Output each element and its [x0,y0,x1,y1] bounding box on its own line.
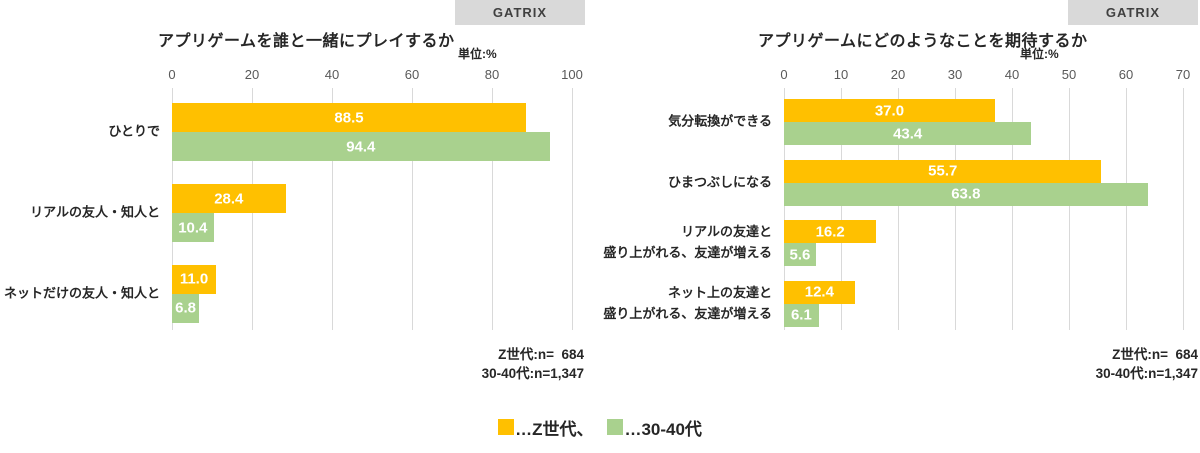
axis-tick-label: 20 [244,67,260,82]
bar-value-label: 63.8 [951,185,981,203]
category-label: ネットだけの友人・知人と [3,285,160,301]
axis-tick-label: 100 [561,67,583,82]
unit-label: 単位:% [1020,47,1059,61]
bar-gen-z: 88.5 [172,103,526,133]
bar-value-label: 88.5 [334,109,364,127]
bar-gen-z: 55.7 [784,159,1102,183]
sample-line-z: Z世代:n= 684 [498,347,584,362]
sample-line-adult: 30-40代:n=1,347 [481,366,584,381]
bar-value-label: 6.8 [175,299,197,317]
legend-swatch-icon [607,419,624,435]
gridline [841,88,842,330]
legend-swatch-icon [498,419,515,435]
bar-gen-z: 16.2 [784,220,877,244]
bar-30-40s: 6.8 [172,293,200,323]
bar-gen-z: 12.4 [784,280,855,304]
bar-gen-z: 28.4 [172,184,286,213]
gridline [1012,88,1013,330]
bar-value-label: 12.4 [804,283,834,301]
category-label: ひとりで [108,123,160,139]
plot-area: 気分転換ができる 37.0 43.4 ひまつぶしになる 55.7 63.8 リアルの友達と … [603,88,1184,330]
category-row: ひとりで 88.5 94.4 [108,103,572,162]
gridline [1126,88,1127,330]
right-chart-panel: GATRIX アプリゲームにどのようなことを期待するか 単位:% 0 10 20 30… [600,0,1200,453]
bar-30-40s: 94.4 [172,132,550,162]
legend-item-gen-z: …Z世代、 [498,415,593,440]
bar-value-label: 5.6 [789,246,811,264]
gridline [784,88,785,330]
bar-30-40s: 5.6 [784,243,816,267]
gridline [1069,88,1070,330]
left-chart-panel: GATRIX アプリゲームを誰と一緒にプレイするか 単位:% 0 20 40 60 80… [4,0,585,383]
x-axis: 0 20 40 60 80 100 [168,67,582,82]
sample-line-adult: 30-40代:n=1,347 [1095,366,1198,381]
axis-tick-label: 0 [780,67,788,82]
sample-size-note: Z世代:n= 684 30-40代:n=1,347 [1096,345,1198,383]
gatrix-badge: GATRIX [1068,0,1198,25]
bar-30-40s: 43.4 [784,122,1032,146]
category-label: リアルの友達と 盛り上がれる、友達が増える [603,224,772,261]
gridline [492,88,493,330]
axis-tick-label: 70 [1175,67,1191,82]
category-label: リアルの友人・知人と [30,204,160,220]
category-label: ひまつぶしになる [667,174,772,190]
axis-tick-label: 80 [484,67,500,82]
gridline [572,88,573,330]
bar-value-label: 94.4 [346,138,376,156]
sample-size-note: Z世代:n= 684 30-40代:n=1,347 [482,345,584,383]
category-label: 気分転換ができる [668,113,772,129]
axis-tick-label: 40 [1004,67,1020,82]
gridline [332,88,333,330]
bar-value-label: 16.2 [815,223,845,241]
bar-30-40s: 10.4 [172,213,214,242]
legend-label: …Z世代、 [515,419,594,439]
bar-value-label: 28.4 [214,190,244,207]
bar-30-40s: 63.8 [784,182,1148,206]
bar-gen-z: 37.0 [784,99,995,123]
category-label: ネット上の友達と 盛り上がれる、友達が増える [603,284,772,321]
category-row: 気分転換ができる 37.0 43.4 [668,99,1183,146]
plot-area: ひとりで 88.5 94.4 リアルの友人・知人と 28.4 10.4 ネットだけの友人・知… [4,88,573,330]
x-axis: 0 10 20 30 40 50 60 70 [780,67,1190,82]
axis-tick-label: 60 [1118,67,1134,82]
axis-tick-label: 30 [947,67,963,82]
bar-value-label: 37.0 [874,102,905,120]
bar-30-40s: 6.1 [784,303,819,327]
category-row: リアルの友人・知人と 28.4 10.4 [30,184,572,242]
gridline [1183,88,1184,330]
category-row: リアルの友達と 盛り上がれる、友達が増える 16.2 5.6 [603,220,1183,267]
bar-value-label: 55.7 [928,162,958,180]
gridline [412,88,413,330]
axis-tick-label: 10 [833,67,849,82]
bar-value-label: 10.4 [178,219,208,236]
axis-tick-label: 20 [890,67,906,82]
bar-gen-z: 11.0 [172,264,216,294]
axis-tick-label: 60 [404,67,420,82]
category-row: ネット上の友達と 盛り上がれる、友達が増える 12.4 6.1 [603,280,1183,327]
bar-value-label: 11.0 [179,270,209,288]
gatrix-badge: GATRIX [455,0,585,25]
gridline [898,88,899,330]
bar-value-label: 43.4 [893,125,923,143]
legend-label: …30-40代 [624,419,702,439]
unit-label: 単位:% [458,47,497,61]
category-row: ネットだけの友人・知人と 11.0 6.8 [4,264,572,323]
axis-tick-label: 0 [168,67,176,82]
bar-value-label: 6.1 [790,306,812,324]
legend-item-30-40s: …30-40代 [607,415,702,440]
sample-line-z: Z世代:n= 684 [1112,347,1198,362]
axis-tick-label: 50 [1061,67,1077,82]
gridline [955,88,956,330]
axis-tick-label: 40 [324,67,340,82]
chart-legend: …Z世代、 …30-40代 [0,414,1200,440]
chart-title: アプリゲームを誰と一緒にプレイするか [158,33,455,50]
chart-title: アプリゲームにどのようなことを期待するか [758,33,1088,50]
category-row: ひまつぶしになる 55.7 63.8 [668,159,1183,206]
